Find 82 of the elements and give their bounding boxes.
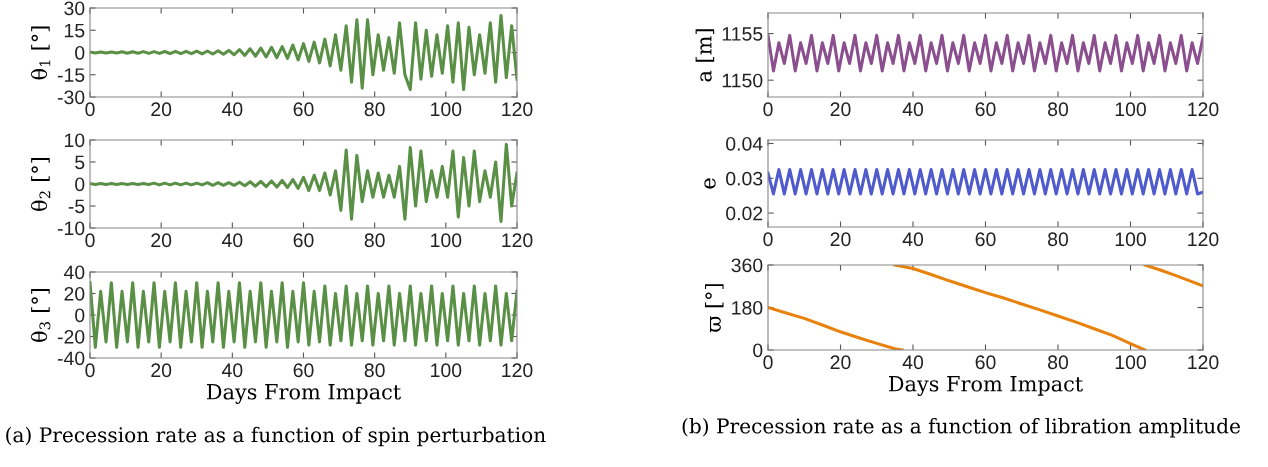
y-axis-title: θ$_{3}$ [°]: [30, 288, 51, 342]
x-tick-label: 40: [221, 102, 243, 117]
x-tick-label: 80: [1048, 355, 1069, 370]
y-tick-label: -20: [57, 329, 85, 344]
x-tick-label: 40: [902, 232, 924, 247]
y-tick-label: 5: [75, 155, 85, 170]
x-axis-title: Days From Impact: [206, 384, 401, 404]
y-tick-label: 10: [65, 133, 85, 148]
x-tick-label: 40: [902, 102, 924, 117]
x-tick-label: 40: [221, 233, 243, 248]
y-tick-label: -30: [57, 90, 85, 105]
x-tick-label: 0: [85, 233, 95, 248]
x-tick-label: 100: [1115, 102, 1146, 117]
x-tick-label: 80: [364, 233, 385, 248]
y-tick-label: 40: [63, 265, 85, 280]
x-tick-label: 60: [975, 102, 996, 117]
y-tick-label: 360: [731, 258, 763, 273]
y-tick-label: 180: [732, 300, 763, 315]
line-series: [768, 305, 904, 350]
line-series: [768, 168, 1203, 196]
y-axis-title: ϖ [°]: [704, 284, 724, 333]
x-tick-label: 20: [151, 102, 172, 117]
line-series: [90, 281, 517, 349]
x-tick-label: 80: [1048, 232, 1069, 247]
x-tick-label: 100: [431, 233, 462, 248]
x-tick-label: 40: [221, 363, 243, 378]
x-tick-label: 80: [364, 102, 385, 117]
x-tick-label: 20: [830, 102, 851, 117]
y-axis-title: θ$_{1}$ [°]: [30, 26, 51, 80]
x-tick-label: 120: [1188, 355, 1219, 370]
x-tick-label: 0: [85, 363, 95, 378]
x-tick-label: 60: [293, 233, 314, 248]
x-tick-label: 100: [431, 363, 462, 378]
x-tick-label: 20: [830, 232, 851, 247]
y-tick-label: 0: [753, 343, 763, 358]
line-series: [90, 13, 517, 92]
x-tick-label: 40: [902, 355, 924, 370]
y-tick-label: 0: [75, 177, 85, 192]
x-tick-label: 60: [293, 102, 314, 117]
y-tick-label: 0.04: [726, 136, 763, 151]
x-axis-title: Days From Impact: [888, 376, 1083, 396]
y-tick-label: 0: [75, 45, 85, 60]
x-tick-label: 100: [1115, 232, 1146, 247]
y-tick-label: 1155: [722, 27, 763, 41]
text: (a) Precession rate as a function of spin perturbation: [6, 426, 546, 447]
y-tick-label: -5: [68, 199, 85, 214]
x-tick-label: 120: [502, 102, 533, 117]
x-tick-label: 20: [151, 233, 172, 248]
x-tick-label: 120: [502, 233, 533, 248]
y-tick-label: 0.02: [726, 206, 763, 221]
x-tick-label: 0: [763, 355, 773, 370]
x-tick-label: 60: [975, 232, 996, 247]
y-tick-label: -10: [57, 221, 85, 236]
y-tick-label: -15: [57, 68, 85, 82]
x-tick-label: 0: [85, 102, 95, 117]
x-tick-label: 60: [293, 363, 314, 378]
y-tick-label: 15: [65, 23, 85, 38]
x-tick-label: 120: [1188, 232, 1219, 247]
y-tick-label: 30: [64, 1, 85, 16]
line-series: [893, 265, 1147, 350]
x-tick-label: 100: [431, 102, 462, 117]
x-tick-label: 120: [502, 363, 533, 378]
x-tick-label: 80: [364, 363, 385, 378]
x-tick-label: 20: [830, 355, 851, 370]
y-tick-label: 0.03: [726, 171, 763, 186]
x-tick-label: 0: [763, 232, 773, 247]
x-tick-label: 100: [1115, 355, 1146, 370]
x-tick-label: 20: [151, 363, 172, 378]
y-tick-label: 0: [75, 308, 85, 323]
y-axis-title: e: [704, 178, 716, 189]
line-series: [768, 33, 1203, 73]
y-tick-label: 1150: [722, 73, 763, 88]
y-tick-label: -40: [57, 351, 85, 366]
x-tick-label: 120: [1188, 102, 1219, 117]
x-tick-label: 0: [763, 102, 773, 117]
line-series: [1143, 265, 1203, 288]
y-axis-title: a [m]: [695, 29, 715, 82]
y-tick-label: 20: [64, 286, 85, 301]
x-tick-label: 80: [1048, 102, 1069, 117]
x-tick-label: 60: [975, 355, 996, 370]
text: (b) Precession rate as a function of libration amplitude: [682, 418, 1240, 438]
y-axis-title: θ$_{2}$ [°]: [30, 157, 51, 211]
